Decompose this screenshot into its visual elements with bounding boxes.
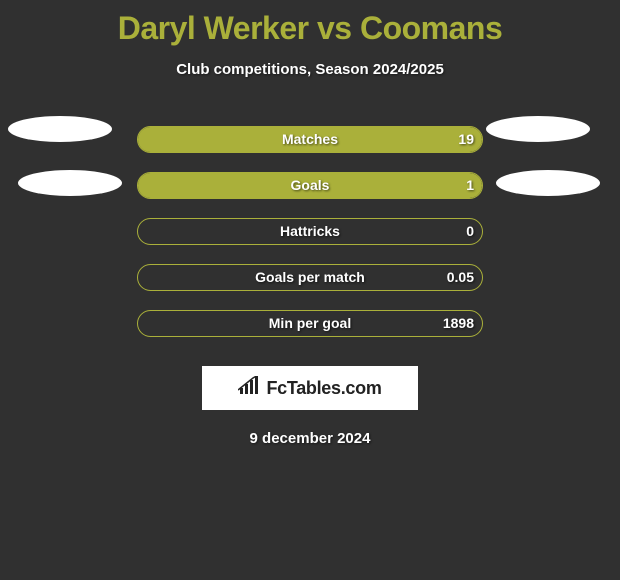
stat-value-right: 0.05	[447, 265, 474, 290]
stat-value-right: 19	[458, 127, 474, 152]
logo-text: FcTables.com	[266, 378, 381, 399]
stat-label: Goals	[138, 173, 482, 198]
subtitle: Club competitions, Season 2024/2025	[0, 61, 620, 78]
stat-value-right: 1	[466, 173, 474, 198]
stat-value-right: 0	[466, 219, 474, 244]
stat-bar: Hattricks0	[137, 218, 483, 245]
stat-label: Min per goal	[138, 311, 482, 336]
stats-area: Matches19 Goals1 Hattricks0 Goals per match…	[0, 116, 620, 346]
stat-row: Goals per match0.05	[0, 254, 620, 300]
page-title: Daryl Werker vs Coomans	[0, 0, 620, 47]
stat-bar: Goals per match0.05	[137, 264, 483, 291]
stat-bar: Matches19	[137, 126, 483, 153]
stat-bar: Min per goal1898	[137, 310, 483, 337]
logo-box: FcTables.com	[202, 366, 418, 410]
stat-label: Goals per match	[138, 265, 482, 290]
stat-row: Min per goal1898	[0, 300, 620, 346]
bar-chart-icon	[238, 376, 262, 401]
date-line: 9 december 2024	[0, 430, 620, 447]
stat-row: Hattricks0	[0, 208, 620, 254]
stat-label: Matches	[138, 127, 482, 152]
stat-value-right: 1898	[443, 311, 474, 336]
stat-label: Hattricks	[138, 219, 482, 244]
stat-row: Matches19	[0, 116, 620, 162]
stat-row: Goals1	[0, 162, 620, 208]
stat-bar: Goals1	[137, 172, 483, 199]
